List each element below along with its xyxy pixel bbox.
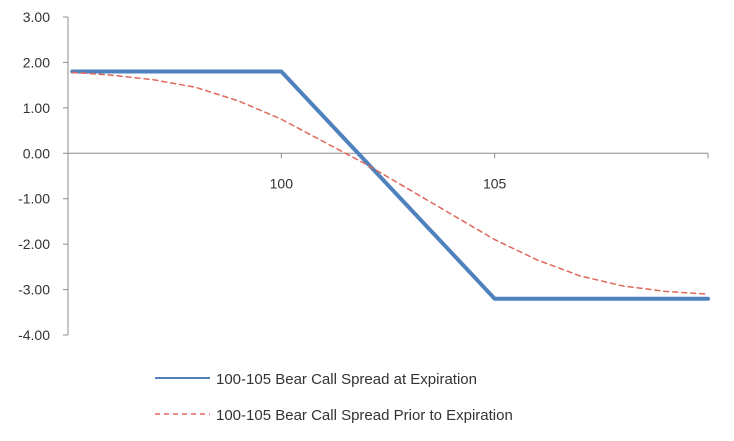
y-tick-label: -1.00 — [18, 191, 50, 207]
series-line-prior — [71, 71, 709, 295]
y-axis: 3.00 2.00 1.00 0.00 -1.00 -2.00 -3.00 -4.00 — [18, 9, 69, 343]
x-axis: 100 105 — [68, 152, 709, 191]
legend-label-prior: 100-105 Bear Call Spread Prior to Expira… — [216, 407, 513, 424]
y-tick-label: 0.00 — [23, 145, 50, 161]
legend-entry-expiration: 100-105 Bear Call Spread at Expiration — [155, 371, 477, 388]
x-tick-label: 100 — [270, 175, 294, 191]
series-lines — [70, 69, 710, 301]
y-tick-label: 3.00 — [23, 9, 50, 25]
legend-entry-prior: 100-105 Bear Call Spread Prior to Expira… — [155, 407, 513, 424]
y-tick-label: 2.00 — [23, 54, 50, 70]
y-tick-label: -4.00 — [18, 327, 50, 343]
y-tick-label: -2.00 — [18, 236, 50, 252]
legend: 100-105 Bear Call Spread at Expiration 1… — [155, 371, 513, 424]
y-tick-label: 1.00 — [23, 100, 50, 116]
x-tick-label: 105 — [483, 175, 507, 191]
y-tick-label: -3.00 — [18, 282, 50, 298]
series-line-expiration — [70, 69, 710, 301]
legend-label-expiration: 100-105 Bear Call Spread at Expiration — [216, 371, 477, 388]
